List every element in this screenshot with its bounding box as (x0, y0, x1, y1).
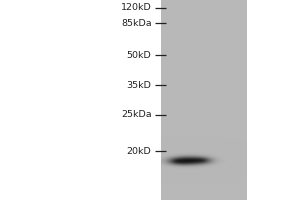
Text: 35kD: 35kD (127, 81, 152, 90)
Text: 25kDa: 25kDa (121, 110, 152, 119)
Bar (0, 0, 160, 200)
Text: 50kD: 50kD (127, 50, 152, 60)
Text: 20kD: 20kD (127, 146, 152, 156)
Text: 85kDa: 85kDa (121, 19, 152, 27)
Bar (160, 0, 246, 200)
Text: 120kD: 120kD (121, 3, 152, 12)
